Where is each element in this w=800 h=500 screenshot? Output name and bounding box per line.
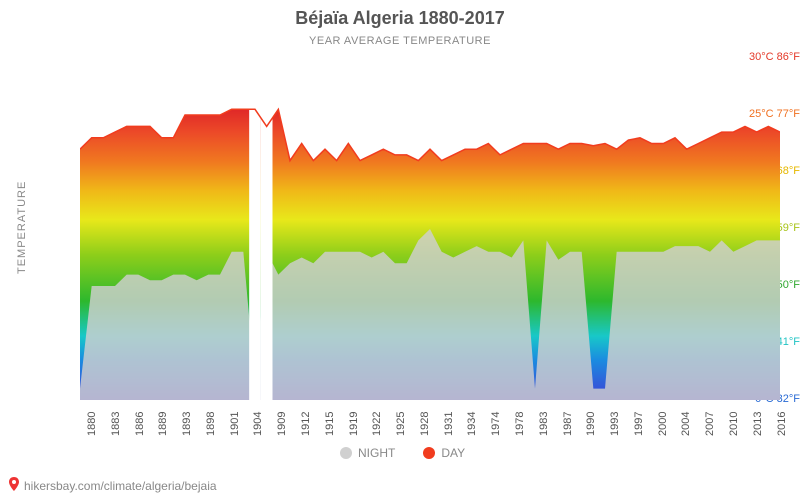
data-gap [261, 58, 273, 400]
x-tick-label: 1993 [609, 412, 621, 436]
x-tick-label: 1886 [134, 412, 146, 436]
climate-chart: Béjaïa Algeria 1880-2017 YEAR AVERAGE TE… [0, 0, 800, 500]
x-tick-label: 1922 [371, 412, 383, 436]
x-tick-label: 1987 [562, 412, 574, 436]
x-tick-label: 1919 [348, 412, 360, 436]
legend-item-night: NIGHT [340, 446, 395, 460]
x-tick-label: 1974 [490, 412, 502, 436]
legend: NIGHT DAY [340, 446, 465, 460]
x-tick-label: 2016 [776, 412, 788, 436]
x-tick-label: 1893 [181, 412, 193, 436]
x-tick-label: 1934 [466, 412, 478, 436]
x-tick-label: 1915 [324, 412, 336, 436]
x-tick-label: 1901 [229, 412, 241, 436]
x-tick-label: 1883 [110, 412, 122, 436]
x-tick-label: 1928 [419, 412, 431, 436]
plot-area [80, 58, 780, 400]
map-pin-icon [8, 477, 20, 494]
plot-svg [80, 58, 780, 400]
circle-icon [340, 447, 352, 459]
x-tick-label: 1983 [538, 412, 550, 436]
source-url: hikersbay.com/climate/algeria/bejaia [24, 479, 217, 493]
y-axis-title: TEMPERATURE [16, 181, 28, 274]
chart-subtitle: YEAR AVERAGE TEMPERATURE [0, 35, 800, 47]
x-tick-label: 1978 [514, 412, 526, 436]
circle-icon [423, 447, 435, 459]
x-tick-label: 1912 [300, 412, 312, 436]
x-tick-label: 1931 [443, 412, 455, 436]
x-tick-label: 1889 [157, 412, 169, 436]
x-tick-label: 2000 [657, 412, 669, 436]
source-footer: hikersbay.com/climate/algeria/bejaia [8, 477, 217, 494]
x-tick-label: 2004 [680, 412, 692, 436]
x-tick-label: 1925 [395, 412, 407, 436]
x-tick-label: 2007 [704, 412, 716, 436]
x-tick-label: 1904 [252, 412, 264, 436]
x-tick-label: 2013 [752, 412, 764, 436]
legend-item-day: DAY [423, 446, 465, 460]
x-tick-label: 1997 [633, 412, 645, 436]
chart-title: Béjaïa Algeria 1880-2017 [0, 8, 800, 29]
legend-label-night: NIGHT [358, 446, 395, 460]
legend-label-day: DAY [441, 446, 465, 460]
x-tick-label: 1909 [276, 412, 288, 436]
x-tick-label: 1898 [205, 412, 217, 436]
x-tick-label: 1880 [86, 412, 98, 436]
x-tick-label: 1990 [585, 412, 597, 436]
x-tick-label: 2010 [728, 412, 740, 436]
